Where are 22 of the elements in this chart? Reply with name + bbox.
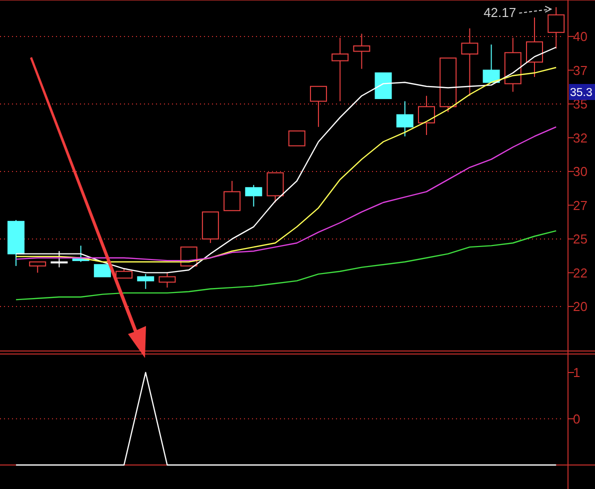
y-tick-label: 30 — [573, 164, 588, 179]
candlestick — [137, 274, 154, 290]
text: 35.3 — [570, 87, 592, 100]
y-tick-label: 22 — [573, 265, 588, 280]
candlestick — [396, 100, 414, 137]
candlestick — [353, 33, 370, 70]
y-tick-label: 20 — [573, 299, 588, 314]
y-tick-label: 0 — [573, 411, 580, 426]
annotation: 42.17 — [484, 5, 516, 20]
candlestick — [526, 17, 544, 78]
y-tick-label: 37 — [573, 62, 588, 78]
candlestick — [418, 95, 435, 136]
y-tick-label: 40 — [573, 29, 588, 44]
y-tick-label: 25 — [573, 232, 588, 246]
y-tick-label: 32 — [573, 130, 588, 146]
y-tick-label: 27 — [573, 198, 588, 213]
candlestick — [332, 37, 349, 102]
line-series — [15, 126, 557, 262]
candlestick — [461, 28, 478, 96]
candlestick — [504, 37, 522, 92]
line-series — [15, 230, 557, 300]
y-tick-label: 1 — [573, 365, 580, 380]
